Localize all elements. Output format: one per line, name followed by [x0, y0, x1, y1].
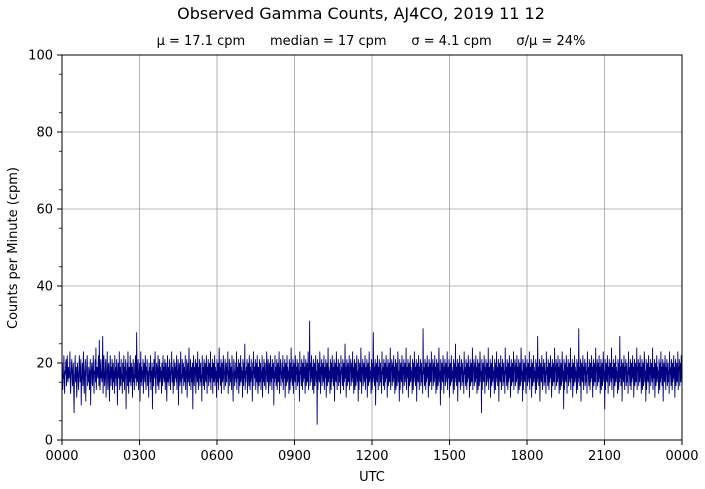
- y-tick-label: 100: [28, 49, 53, 64]
- x-tick-label: 0600: [200, 449, 233, 464]
- y-tick-label: 60: [36, 203, 53, 218]
- y-tick-label: 80: [36, 126, 53, 141]
- y-axis: 0 20 40 60 80 100: [28, 49, 62, 449]
- x-tick-label: 0300: [123, 449, 156, 464]
- y-axis-label: Counts per Minute (cpm): [6, 167, 21, 329]
- x-tick-label: 0000: [45, 449, 78, 464]
- y-tick-label: 0: [45, 434, 53, 449]
- y-tick-label: 20: [36, 357, 53, 372]
- x-tick-label: 0000: [665, 449, 698, 464]
- x-axis: 0000 0300 0600 0900 1200 1500 1800 2100 0000: [45, 440, 699, 464]
- chart-subtitle: μ = 17.1 cpm median = 17 cpm σ = 4.1 cpm…: [157, 34, 586, 49]
- series-line-group: [61, 320, 683, 425]
- y-tick-label: 40: [36, 280, 53, 295]
- chart-title: Observed Gamma Counts, AJ4CO, 2019 11 12: [177, 4, 545, 23]
- x-tick-label: 1800: [510, 449, 543, 464]
- gamma-counts-line: [61, 320, 683, 425]
- x-tick-label: 2100: [588, 449, 621, 464]
- x-tick-label: 1200: [355, 449, 388, 464]
- x-axis-label: UTC: [359, 470, 385, 485]
- x-tick-label: 1500: [433, 449, 466, 464]
- x-tick-label: 0900: [278, 449, 311, 464]
